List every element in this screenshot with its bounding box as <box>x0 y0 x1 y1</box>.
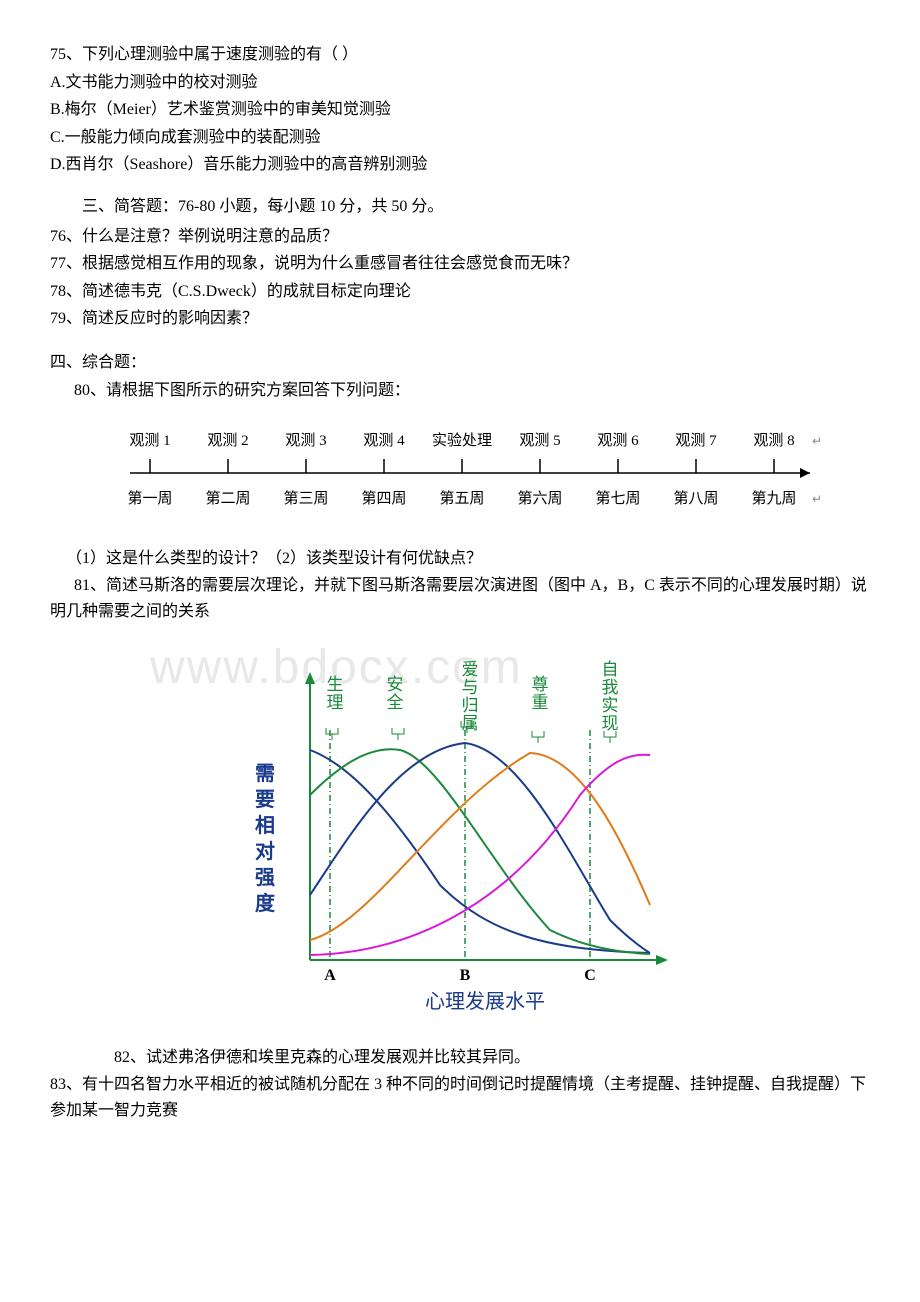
svg-text:度: 度 <box>255 891 276 915</box>
svg-text:观测 8: 观测 8 <box>753 432 794 449</box>
q75-option-c: C.一般能力倾向成套测验中的装配测验 <box>50 125 870 151</box>
svg-text:第七周: 第七周 <box>595 489 640 507</box>
svg-text:观测 3: 观测 3 <box>285 432 326 449</box>
svg-text:观测 2: 观测 2 <box>207 432 248 449</box>
svg-text:理: 理 <box>327 693 344 712</box>
svg-text:与: 与 <box>462 678 479 697</box>
timeline-diagram: 观测 1 观测 2 观测 3 观测 4 实验处理 观测 5 观测 6 观测 7 观测 8 ↵ 第一周… <box>110 425 830 515</box>
svg-text:第九周: 第九周 <box>751 489 796 507</box>
svg-text:第一周: 第一周 <box>127 489 172 507</box>
svg-text:观测 6: 观测 6 <box>597 432 639 449</box>
q83: 83、有十四名智力水平相近的被试随机分配在 3 种不同的时间倒记时提醒情境（主考… <box>50 1072 870 1123</box>
q75-option-d: D.西肖尔（Seashore）音乐能力测验中的高音辨别测验 <box>50 152 870 178</box>
svg-text:实: 实 <box>602 696 619 715</box>
svg-text:C: C <box>584 967 596 984</box>
svg-text:对: 对 <box>255 839 275 863</box>
q75-option-a: A.文书能力测验中的校对测验 <box>50 70 870 96</box>
svg-text:第二周: 第二周 <box>205 489 250 507</box>
svg-text:观测 5: 观测 5 <box>519 432 560 449</box>
svg-text:第三周: 第三周 <box>283 489 328 507</box>
svg-text:尊: 尊 <box>532 675 549 694</box>
q80-sub: （1）这是什么类型的设计？（2）该类型设计有何优缺点？ <box>50 546 870 572</box>
q76: 76、什么是注意？举例说明注意的品质？ <box>50 224 870 250</box>
svg-text:观测 7: 观测 7 <box>675 432 717 449</box>
svg-text:安: 安 <box>387 675 404 694</box>
svg-text:第四周: 第四周 <box>361 489 406 507</box>
svg-text:相: 相 <box>255 813 275 837</box>
svg-text:重: 重 <box>532 693 549 712</box>
q79: 79、简述反应时的影响因素？ <box>50 306 870 332</box>
q80: 80、请根据下图所示的研究方案回答下列问题： <box>50 378 870 404</box>
svg-text:第八周: 第八周 <box>673 489 718 507</box>
svg-text:↵: ↵ <box>812 434 822 448</box>
svg-text:心理发展水平: 心理发展水平 <box>425 990 545 1013</box>
q77: 77、根据感觉相互作用的现象，说明为什么重感冒者往往会感觉食而无味？ <box>50 251 870 277</box>
svg-text:观测 1: 观测 1 <box>129 432 170 449</box>
q82: 82、试述弗洛伊德和埃里克森的心理发展观并比较其异同。 <box>50 1045 870 1071</box>
svg-text:实验处理: 实验处理 <box>432 432 492 449</box>
q81: 81、简述马斯洛的需要层次理论，并就下图马斯洛需要层次演进图（图中 A，B，C … <box>50 573 870 624</box>
q75-option-b: B.梅尔（Meier）艺术鉴赏测验中的审美知觉测验 <box>50 97 870 123</box>
svg-text:强: 强 <box>255 867 275 889</box>
svg-text:现: 现 <box>602 714 619 733</box>
q78: 78、简述德韦克（C.S.Dweck）的成就目标定向理论 <box>50 279 870 305</box>
svg-text:我: 我 <box>602 678 619 697</box>
section-4-title: 四、综合题： <box>50 350 870 376</box>
svg-text:自: 自 <box>602 660 619 679</box>
svg-text:要: 要 <box>255 788 275 811</box>
svg-text:B: B <box>460 967 471 984</box>
svg-text:第五周: 第五周 <box>439 489 484 507</box>
svg-text:属: 属 <box>462 714 479 733</box>
svg-text:爱: 爱 <box>462 660 479 679</box>
svg-text:观测 4: 观测 4 <box>363 432 405 449</box>
svg-text:A: A <box>324 967 336 984</box>
svg-text:需: 需 <box>255 762 275 785</box>
svg-text:第六周: 第六周 <box>517 489 562 507</box>
svg-text:生: 生 <box>327 675 344 694</box>
section-3-title: 三、简答题：76-80 小题，每小题 10 分，共 50 分。 <box>50 194 870 220</box>
svg-text:全: 全 <box>387 693 404 712</box>
q75-stem: 75、下列心理测验中属于速度测验的有（ ） <box>50 42 870 68</box>
svg-text:归: 归 <box>462 696 479 715</box>
maslow-chart: 生理 安全 爱与归属 尊重 自我实现 A B C 需要相对强度心理发展水平 <box>210 635 710 1035</box>
svg-text:↵: ↵ <box>812 492 822 506</box>
